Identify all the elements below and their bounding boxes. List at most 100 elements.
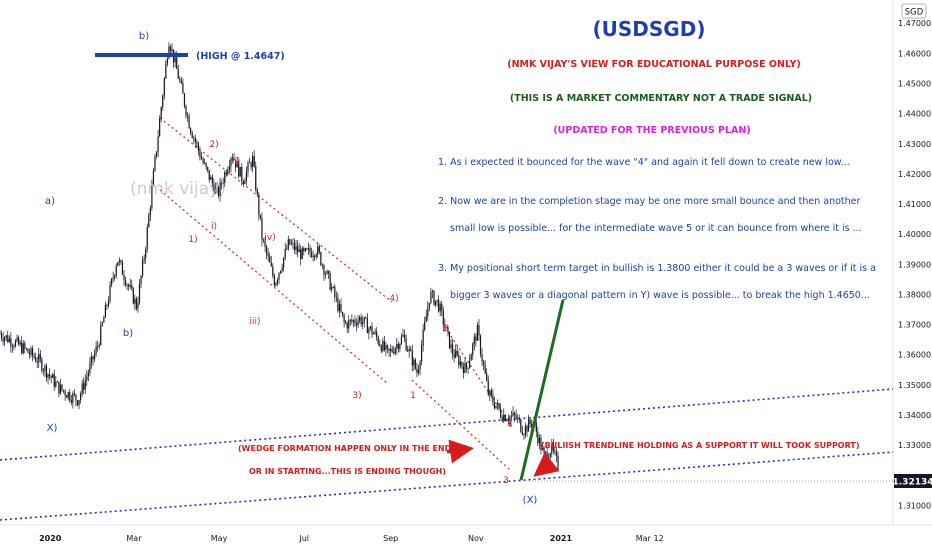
candle-body: [422, 329, 424, 346]
time-axis[interactable]: [0, 526, 893, 550]
candle-body: [134, 298, 136, 304]
candle-body: [97, 346, 99, 348]
wedge-lower-line[interactable]: [411, 379, 511, 471]
candle-body: [537, 431, 539, 444]
candle-body: [276, 279, 279, 284]
candle-body: [352, 320, 354, 322]
candle-body: [470, 354, 472, 361]
candle-body: [217, 187, 220, 197]
candle-body: [109, 284, 111, 301]
candle-body: [252, 156, 254, 167]
candle-body: [61, 384, 63, 391]
candle-body: [483, 361, 485, 366]
candle-body: [473, 336, 475, 344]
candle-body: [128, 284, 130, 287]
lower-support-trendline[interactable]: [0, 451, 893, 521]
candle-body: [168, 46, 170, 59]
candle-body: [159, 118, 161, 137]
candle-body: [92, 356, 94, 360]
candle-body: [362, 321, 364, 325]
candle-body: [56, 381, 58, 383]
candle-body: [244, 180, 246, 184]
candle-body: [416, 368, 418, 374]
candle-body: [115, 265, 117, 276]
candle-body: [514, 412, 516, 416]
candle-body: [380, 345, 382, 352]
candle-body: [205, 162, 207, 168]
candle-body: [7, 335, 9, 343]
candle-body: [81, 383, 83, 394]
currency-badge-label: SGD: [905, 8, 924, 18]
y-axis-ticks: 1.47000 1.46000 1.45000 1.44000 1.43000 1.420…: [898, 19, 931, 510]
candle-body: [438, 299, 440, 312]
candle-body: [379, 343, 381, 346]
candle-body: [204, 162, 206, 164]
wave-label-minor-3: 3: [503, 476, 509, 486]
candle-body: [557, 455, 559, 470]
candle-body: [321, 264, 323, 266]
candle-body: [28, 352, 31, 355]
candle-body: [188, 115, 190, 129]
candle-body: [338, 304, 341, 312]
candle-body: [266, 246, 268, 254]
candle-body: [75, 394, 77, 401]
candle-body: [486, 373, 488, 381]
candle-body: [453, 354, 455, 358]
candle-body: [428, 302, 430, 308]
candle-body: [31, 348, 34, 356]
candle-body: [151, 185, 153, 208]
candle-body: [44, 365, 46, 371]
candle-body: [400, 336, 403, 344]
upper-support-trendline[interactable]: [0, 388, 893, 461]
candle-body: [275, 283, 277, 286]
candle-body: [346, 323, 348, 329]
y-tick-label: 1.40000: [898, 230, 931, 239]
candle-body: [185, 106, 187, 116]
candle-body: [208, 169, 210, 180]
candle-body: [283, 257, 285, 268]
candle-body: [222, 182, 224, 185]
y-tick-label: 1.39000: [898, 260, 931, 269]
last-price-tag[interactable]: 1.32134: [893, 474, 932, 488]
candle-body: [211, 177, 213, 184]
candle-body: [69, 392, 71, 401]
currency-badge[interactable]: SGD: [901, 3, 927, 19]
candle-body: [343, 315, 345, 322]
wave-label-x: X): [47, 423, 58, 434]
candle-body: [191, 132, 193, 138]
wave-label-x-paren: (X): [523, 495, 538, 506]
candle-body: [369, 326, 372, 329]
candle-body: [5, 335, 7, 338]
wave-label-b-low: b): [123, 328, 133, 339]
candle-body: [106, 304, 108, 306]
candle-body: [49, 374, 51, 376]
candle-body: [419, 361, 421, 370]
candle-body: [304, 248, 306, 251]
high-label: (HIGH @ 1.4647): [196, 51, 285, 62]
candle-body: [328, 270, 330, 274]
candle-body: [197, 143, 199, 151]
candle-body: [121, 261, 124, 275]
channel-upper-line[interactable]: [159, 117, 393, 303]
projection-arrow[interactable]: [519, 299, 565, 481]
candle-body: [517, 417, 519, 419]
candle-body: [101, 322, 103, 326]
wedge-upper-line[interactable]: [447, 331, 511, 425]
candle-body: [521, 431, 523, 435]
candle-body: [45, 365, 48, 378]
candle-body: [214, 187, 217, 194]
candle-body: [503, 414, 505, 422]
candle-body: [103, 317, 105, 323]
candle-body: [258, 194, 260, 215]
candle-body: [24, 343, 26, 349]
candle-body: [124, 280, 127, 286]
wave-label-1: 1): [188, 235, 197, 245]
candle-body: [236, 161, 238, 168]
price-axis[interactable]: [893, 0, 932, 550]
candle-body: [269, 256, 271, 263]
commentary-note: (THIS IS A MARKET COMMENTARY NOT A TRADE…: [510, 93, 812, 104]
candle-body: [41, 359, 43, 372]
candle-body: [372, 333, 375, 335]
candle-body: [541, 447, 544, 451]
